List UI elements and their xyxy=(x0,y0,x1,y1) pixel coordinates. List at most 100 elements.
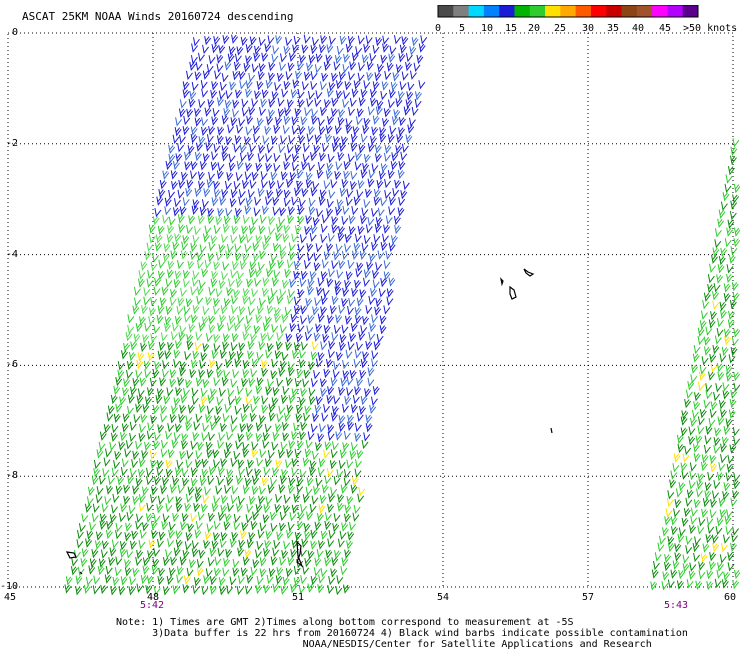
wind-barb xyxy=(299,548,307,558)
wind-barb xyxy=(275,116,283,127)
wind-barb xyxy=(270,370,278,380)
wind-barb xyxy=(706,570,714,580)
colorbar-swatch xyxy=(575,5,592,17)
wind-barb xyxy=(244,205,252,215)
wind-barb xyxy=(165,549,173,559)
wind-barb xyxy=(257,262,265,272)
wind-barb xyxy=(729,300,737,310)
wind-barb xyxy=(146,476,153,486)
wind-barb xyxy=(212,305,220,316)
wind-barb xyxy=(307,278,315,289)
wind-barb xyxy=(151,486,158,496)
wind-barb xyxy=(361,54,369,64)
wind-barb xyxy=(262,432,270,442)
wind-barb xyxy=(237,270,244,281)
wind-barb xyxy=(331,143,339,153)
wind-barb xyxy=(175,153,183,163)
wind-barb xyxy=(717,371,725,382)
wind-barb xyxy=(251,171,259,182)
wind-barb xyxy=(367,377,375,387)
wind-barb xyxy=(724,515,732,526)
wind-barb xyxy=(708,371,715,381)
wind-barb xyxy=(191,43,199,53)
wind-barb xyxy=(382,35,390,45)
wind-barb xyxy=(383,305,391,315)
wind-barb xyxy=(107,405,115,415)
wind-barb xyxy=(198,369,206,379)
wind-barb xyxy=(284,152,292,162)
wind-barb xyxy=(157,495,165,505)
wind-barb xyxy=(371,314,378,324)
wind-barb xyxy=(395,64,403,74)
wind-barb xyxy=(722,382,730,392)
wind-barb xyxy=(365,423,373,433)
wind-barb xyxy=(688,570,696,581)
wind-barb xyxy=(731,282,739,292)
wind-barb xyxy=(384,189,392,200)
latitude-tick-label: -10 xyxy=(0,581,18,592)
wind-barb xyxy=(716,327,724,338)
wind-barb xyxy=(692,542,700,553)
wind-barb xyxy=(327,424,335,434)
wind-barb xyxy=(316,169,324,180)
wind-barb xyxy=(382,43,390,53)
wind-barb xyxy=(216,251,224,262)
wind-barb xyxy=(672,560,680,570)
wind-barb xyxy=(71,557,79,567)
wind-barb xyxy=(342,403,349,414)
wind-barb xyxy=(303,412,311,423)
wind-barb xyxy=(288,477,296,487)
wind-barb xyxy=(140,342,148,353)
wind-speed-colorbar: 0 5 10 15 20 25 30 35 40 45 >50 knots xyxy=(435,4,737,34)
wind-barb xyxy=(361,242,369,253)
wind-barb xyxy=(255,422,263,432)
wind-barb xyxy=(705,425,713,436)
wind-barb xyxy=(689,462,697,472)
wind-barb xyxy=(281,469,289,479)
wind-barb xyxy=(384,178,392,189)
wind-barb xyxy=(715,383,723,393)
wind-barb xyxy=(244,136,252,146)
wind-barb xyxy=(246,115,254,125)
wind-barb xyxy=(340,377,348,388)
wind-barb xyxy=(261,89,269,99)
wind-barb xyxy=(265,196,272,206)
wind-barb xyxy=(150,494,157,504)
wind-barb xyxy=(371,242,379,252)
wind-barb xyxy=(314,64,322,74)
wind-barb xyxy=(281,550,289,560)
wind-barb xyxy=(123,495,131,506)
wind-barb xyxy=(221,189,229,199)
wind-barb xyxy=(320,223,328,234)
wind-barb xyxy=(340,484,348,494)
wind-barb xyxy=(274,82,282,92)
wind-barb xyxy=(311,115,319,126)
wind-barb xyxy=(262,322,270,332)
wind-barb xyxy=(232,558,240,569)
wind-barb xyxy=(202,343,210,353)
wind-barb xyxy=(380,197,388,207)
wind-barb xyxy=(380,90,388,101)
wind-barb xyxy=(353,358,361,369)
wind-barb xyxy=(695,580,703,591)
wind-barb xyxy=(242,448,250,459)
wind-barb xyxy=(717,562,724,572)
wind-barb xyxy=(200,80,208,90)
wind-barb xyxy=(376,179,384,190)
wind-barb xyxy=(388,206,396,216)
wind-barb xyxy=(355,152,362,162)
wind-barb xyxy=(306,325,314,335)
wind-barb xyxy=(151,565,159,576)
wind-barb xyxy=(348,226,356,236)
wind-barb xyxy=(350,134,358,144)
wind-barb xyxy=(220,458,228,468)
wind-barb xyxy=(297,520,304,531)
wind-barb xyxy=(354,386,362,396)
wind-barb xyxy=(294,531,302,542)
wind-barb xyxy=(147,550,155,560)
wind-barb xyxy=(338,71,346,81)
wind-barb xyxy=(731,337,739,347)
wind-barb xyxy=(213,532,220,542)
wind-barb xyxy=(221,115,229,125)
wind-barb xyxy=(246,539,254,549)
